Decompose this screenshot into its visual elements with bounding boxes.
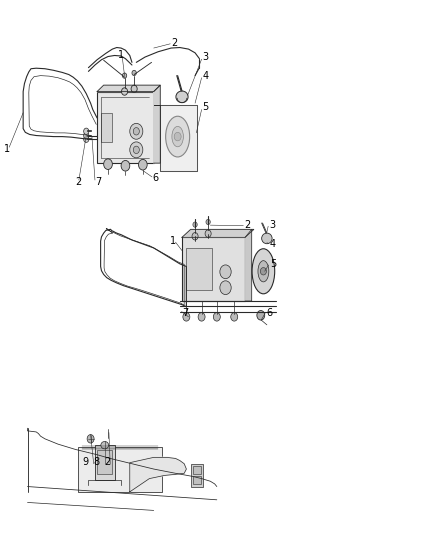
Text: 7: 7 xyxy=(95,176,102,187)
Circle shape xyxy=(205,230,211,237)
Circle shape xyxy=(131,85,137,93)
Circle shape xyxy=(192,232,198,240)
Text: 5: 5 xyxy=(202,102,209,112)
Circle shape xyxy=(138,159,147,170)
Circle shape xyxy=(133,127,139,135)
Text: 1: 1 xyxy=(118,51,124,60)
Circle shape xyxy=(84,128,89,134)
Circle shape xyxy=(231,313,238,321)
Ellipse shape xyxy=(252,249,275,294)
Bar xyxy=(97,450,113,474)
Circle shape xyxy=(121,160,130,171)
Text: 9: 9 xyxy=(82,457,88,466)
Circle shape xyxy=(174,132,181,141)
Circle shape xyxy=(206,219,210,224)
Circle shape xyxy=(193,222,197,227)
Circle shape xyxy=(121,88,127,95)
Circle shape xyxy=(104,159,113,169)
Text: 7: 7 xyxy=(182,308,188,318)
Ellipse shape xyxy=(172,126,184,147)
Text: 6: 6 xyxy=(266,308,272,318)
Text: 4: 4 xyxy=(270,239,276,249)
Text: 3: 3 xyxy=(269,220,275,230)
Circle shape xyxy=(220,281,231,295)
Text: 8: 8 xyxy=(93,457,99,466)
Ellipse shape xyxy=(101,441,109,449)
Ellipse shape xyxy=(176,91,188,103)
Bar xyxy=(95,445,115,480)
Text: 1: 1 xyxy=(4,144,10,154)
Bar xyxy=(102,113,113,142)
Text: 4: 4 xyxy=(202,70,208,80)
Ellipse shape xyxy=(166,116,190,157)
Bar xyxy=(186,248,212,290)
Bar xyxy=(182,237,245,301)
Bar xyxy=(193,476,201,484)
Bar xyxy=(193,466,201,474)
Circle shape xyxy=(257,311,265,320)
Circle shape xyxy=(260,268,266,275)
Polygon shape xyxy=(154,85,160,163)
Circle shape xyxy=(87,434,94,443)
Bar xyxy=(191,464,203,487)
Polygon shape xyxy=(97,85,160,92)
Polygon shape xyxy=(245,229,252,301)
Circle shape xyxy=(84,132,89,139)
Text: 6: 6 xyxy=(153,173,159,183)
Text: 2: 2 xyxy=(75,176,81,187)
Circle shape xyxy=(198,313,205,321)
Polygon shape xyxy=(130,457,186,492)
Bar xyxy=(97,92,154,163)
Circle shape xyxy=(122,73,127,78)
Ellipse shape xyxy=(261,233,272,244)
Polygon shape xyxy=(182,229,254,237)
Circle shape xyxy=(132,70,136,76)
Ellipse shape xyxy=(258,261,269,282)
Circle shape xyxy=(133,146,139,154)
Polygon shape xyxy=(154,105,197,171)
Text: 2: 2 xyxy=(104,457,110,466)
Text: 2: 2 xyxy=(171,38,177,48)
Circle shape xyxy=(220,265,231,279)
Circle shape xyxy=(183,313,190,321)
Text: 2: 2 xyxy=(244,220,251,230)
Circle shape xyxy=(130,142,143,158)
Text: 5: 5 xyxy=(270,259,276,269)
Circle shape xyxy=(213,313,220,321)
Bar xyxy=(78,447,162,492)
Text: 3: 3 xyxy=(202,52,208,62)
Circle shape xyxy=(130,123,143,139)
Text: 1: 1 xyxy=(170,236,177,246)
Circle shape xyxy=(84,136,89,142)
